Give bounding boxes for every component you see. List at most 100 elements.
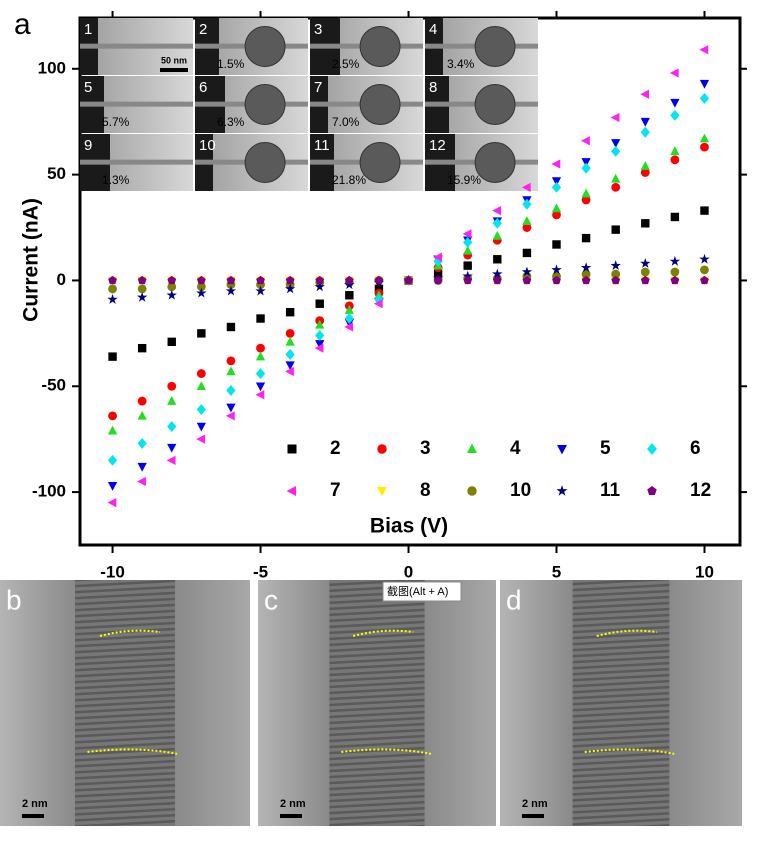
legend-label: 10	[510, 480, 531, 501]
marker	[551, 177, 562, 187]
marker	[699, 79, 710, 89]
marker	[136, 291, 148, 302]
marker	[699, 92, 710, 104]
marker	[226, 322, 236, 332]
marker	[137, 410, 147, 420]
marker	[226, 275, 236, 285]
inset-wire	[80, 159, 193, 165]
marker	[315, 319, 325, 329]
marker	[196, 434, 206, 444]
marker	[521, 182, 531, 192]
tem-boundary	[341, 629, 432, 755]
inset-ball	[474, 84, 516, 125]
marker	[285, 336, 295, 346]
inset-number: 6	[199, 79, 207, 96]
x-tick-label: -5	[253, 562, 268, 581]
marker	[256, 343, 265, 353]
marker	[167, 396, 177, 405]
legend-marker	[286, 486, 297, 496]
marker	[492, 268, 503, 279]
tem-boundary	[87, 629, 178, 755]
marker	[285, 349, 295, 360]
marker	[521, 266, 533, 277]
marker	[345, 291, 354, 300]
legend-label: 7	[330, 480, 341, 501]
marker	[226, 385, 236, 396]
marker	[107, 454, 118, 466]
marker	[344, 275, 354, 285]
panel-label: c	[264, 584, 278, 615]
marker	[581, 136, 590, 146]
marker	[640, 275, 650, 285]
marker	[670, 109, 680, 121]
marker	[581, 275, 591, 285]
marker	[640, 258, 651, 268]
legend-label: 5	[600, 438, 611, 459]
tem-boundary	[584, 629, 675, 755]
marker	[463, 275, 473, 285]
marker	[137, 437, 147, 449]
marker	[611, 275, 621, 285]
inset-ball	[474, 142, 516, 183]
marker	[700, 142, 709, 152]
inset-number: 8	[429, 79, 437, 96]
marker	[255, 368, 266, 380]
marker	[196, 287, 207, 298]
marker	[581, 233, 591, 243]
scale-bar-label: 2 nm	[22, 798, 48, 810]
inset-ball	[244, 26, 286, 67]
marker	[611, 225, 620, 234]
marker	[344, 313, 354, 324]
marker	[669, 68, 679, 78]
marker	[492, 275, 502, 285]
inset-strain: 1.3%	[102, 173, 130, 187]
marker	[640, 267, 650, 277]
marker	[315, 330, 325, 341]
marker	[344, 322, 354, 332]
marker	[285, 328, 295, 338]
legend-label: 12	[690, 480, 711, 501]
scale-bar-label: 2 nm	[280, 798, 306, 810]
marker	[107, 294, 118, 304]
tem-lattice	[572, 580, 670, 826]
tem-lattice	[75, 580, 175, 826]
marker	[255, 390, 265, 400]
marker	[225, 285, 237, 296]
inset-number: 7	[314, 79, 322, 96]
marker	[552, 275, 561, 285]
marker	[374, 294, 384, 305]
marker	[522, 248, 532, 258]
marker	[314, 343, 324, 353]
marker	[463, 245, 473, 255]
inset-ball	[474, 26, 516, 67]
marker	[285, 361, 295, 371]
inset-wire	[80, 101, 193, 107]
marker	[670, 155, 680, 165]
marker	[611, 139, 621, 148]
x-axis-label: Bias (V)	[370, 515, 448, 538]
marker	[670, 275, 680, 285]
scale-bar	[280, 814, 302, 818]
inset-ball	[359, 26, 401, 67]
marker	[284, 283, 296, 294]
marker	[433, 275, 443, 285]
marker	[255, 351, 266, 361]
marker	[610, 260, 621, 271]
marker	[167, 421, 177, 432]
y-tick-label: 0	[57, 270, 66, 289]
marker	[640, 168, 650, 177]
marker	[137, 396, 147, 406]
tooltip: 截图(Alt + A)	[387, 584, 448, 598]
marker	[196, 381, 206, 391]
marker	[137, 462, 147, 472]
marker	[167, 275, 177, 285]
marker	[197, 329, 206, 338]
marker	[225, 411, 235, 421]
marker	[580, 262, 592, 273]
marker	[551, 203, 562, 213]
marker	[640, 89, 650, 99]
legend-marker	[647, 486, 657, 496]
marker	[196, 282, 206, 292]
